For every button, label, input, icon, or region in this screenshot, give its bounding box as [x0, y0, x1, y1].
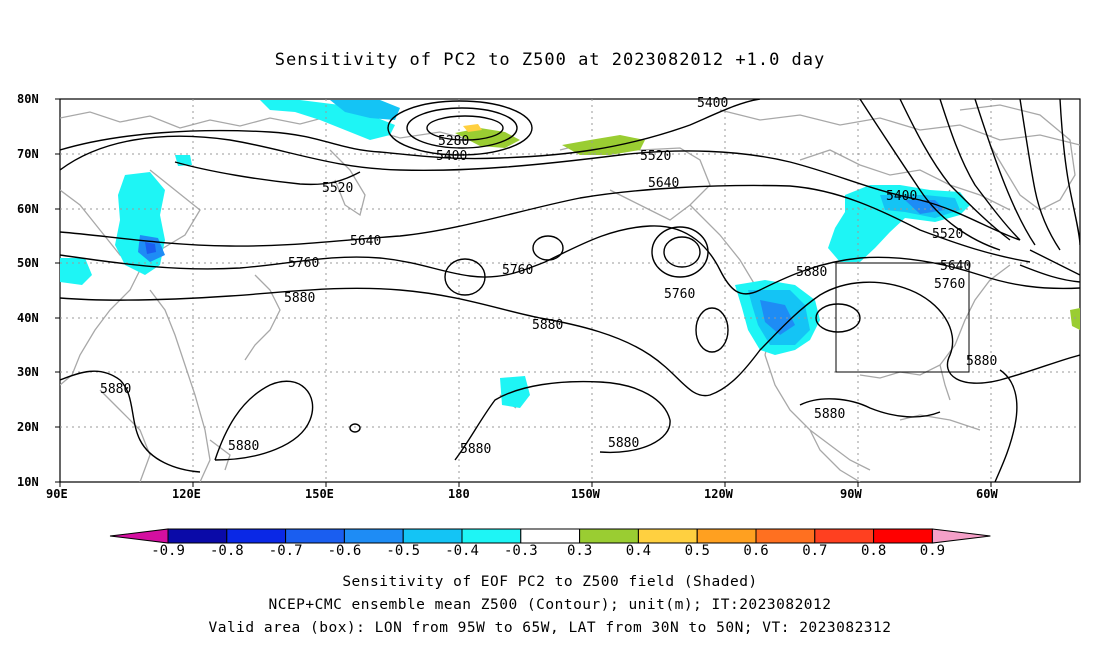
contour-label: 5520: [932, 227, 963, 242]
colorbar-tick-label: -0.4: [445, 543, 479, 559]
lat-label: 60N: [17, 202, 39, 216]
contour-labels: 5400 5280 5400 5520 5520 5640 5640 5760 …: [100, 96, 997, 457]
contour-label: 5880: [814, 407, 845, 422]
lon-label: 60W: [976, 487, 998, 501]
colorbar-tick-label: -0.3: [504, 543, 538, 559]
contour-label: 5760: [664, 287, 695, 302]
colorbar-box: [343, 528, 404, 544]
colorbar-tick-label: 0.9: [919, 543, 946, 559]
contour-label: 5400: [697, 96, 728, 111]
contour-label: 5880: [228, 439, 259, 454]
coastlines: [60, 104, 1080, 482]
lat-label: 30N: [17, 365, 39, 379]
lat-label: 20N: [17, 420, 39, 434]
contour-label: 5400: [886, 189, 917, 204]
colorbar-tick-label: -0.9: [151, 543, 185, 559]
contour-label: 5520: [640, 149, 671, 164]
lon-label: 180: [448, 487, 470, 501]
lon-label: 120W: [704, 487, 733, 501]
contour-label: 5880: [966, 354, 997, 369]
caption-line-3: Valid area (box): LON from 95W to 65W, L…: [208, 620, 892, 636]
colorbar-box: [755, 528, 816, 544]
colorbar-tick-label: 0.7: [802, 543, 828, 559]
colorbar-tick-label: -0.5: [386, 543, 421, 559]
colorbar-tick-label: 0.8: [861, 543, 887, 559]
caption-line-1: Sensitivity of EOF PC2 to Z500 field (Sh…: [342, 574, 758, 590]
lon-label: 90E: [46, 487, 68, 501]
colorbar-tick-label: 0.3: [567, 543, 593, 559]
graticule: [60, 99, 1080, 482]
colorbar-box: [402, 528, 463, 544]
colorbar-box: [873, 528, 933, 544]
map-frame: [59, 98, 1081, 483]
colorbar: [109, 528, 991, 544]
contour-label: 5520: [322, 181, 353, 196]
contour-label: 5640: [648, 176, 679, 191]
colorbar-box: [167, 528, 228, 544]
contour-label: 5760: [288, 256, 319, 271]
lon-label: 150W: [571, 487, 600, 501]
contour-label: 5880: [608, 436, 639, 451]
colorbar-tick-label: 0.6: [743, 543, 769, 559]
caption-line-2: NCEP+CMC ensemble mean Z500 (Contour); u…: [268, 597, 832, 613]
colorbar-box: [461, 528, 522, 544]
contour-label: 5880: [284, 291, 315, 306]
colorbar-right-arrow: [931, 528, 991, 544]
contour-label: 5280: [438, 134, 469, 149]
lon-label: 150E: [305, 487, 334, 501]
lon-label: 120E: [172, 487, 201, 501]
colorbar-box: [285, 528, 345, 544]
colorbar-tick-label: 0.5: [684, 543, 710, 559]
chart-title: Sensitivity of PC2 to Z500 at 2023082012…: [274, 50, 826, 70]
colorbar-left-arrow: [109, 528, 169, 544]
z500-contours: [60, 99, 1080, 482]
contour-label: 5880: [100, 382, 131, 397]
colorbar-tick-label: -0.8: [210, 543, 244, 559]
colorbar-box: [814, 528, 875, 544]
valid-area-box: [835, 262, 970, 373]
contour-label: 5760: [934, 277, 965, 292]
colorbar-tick-label: -0.6: [327, 543, 362, 559]
lat-label: 40N: [17, 311, 39, 325]
lon-label: 90W: [840, 487, 862, 501]
ticks: [55, 98, 992, 487]
colorbar-box: [696, 528, 757, 544]
lat-label: 80N: [17, 92, 39, 106]
colorbar-tick-label: 0.4: [625, 543, 652, 559]
contour-label: 5880: [532, 318, 563, 333]
colorbar-box: [226, 528, 287, 544]
contour-label: 5880: [796, 265, 827, 280]
lat-label: 10N: [17, 475, 39, 489]
colorbar-box: [579, 528, 639, 544]
colorbar-tick-label: -0.7: [268, 543, 303, 559]
contour-label: 5760: [502, 263, 533, 278]
lat-label: 50N: [17, 256, 39, 270]
colorbar-box: [520, 528, 581, 544]
contour-label: 5400: [436, 149, 467, 164]
shading: [60, 100, 1080, 408]
contour-label: 5880: [460, 442, 491, 457]
contour-label: 5640: [350, 234, 381, 249]
lat-label: 70N: [17, 147, 39, 161]
contour-label: 5640: [940, 259, 971, 274]
colorbar-box: [637, 528, 698, 544]
